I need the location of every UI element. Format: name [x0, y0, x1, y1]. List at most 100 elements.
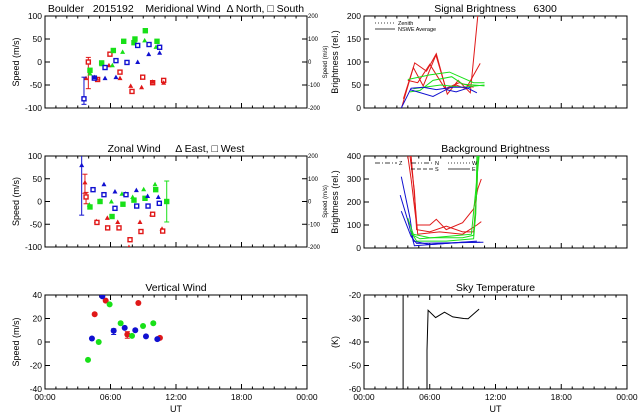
square-marker [121, 38, 127, 44]
circle-marker [132, 327, 139, 334]
triangle-marker [161, 80, 167, 85]
chart-title: Zonal Wind Δ East, □ West [108, 143, 245, 155]
series-line-red-4 [409, 156, 479, 233]
square-marker [116, 225, 122, 231]
x-tick-label: 06:00 [100, 392, 122, 402]
y-tick-label: 20 [33, 314, 43, 324]
series-line-blue-7 [409, 86, 471, 98]
triangle-marker [101, 181, 107, 187]
triangle-marker [142, 37, 148, 43]
x-tick-label: 18:00 [231, 392, 253, 402]
y2-tick-label: -100 [308, 222, 321, 228]
plot-data [400, 16, 485, 108]
x-tick-label: 18:00 [551, 392, 573, 402]
circle-marker [110, 327, 117, 334]
legend-label: Z [399, 161, 403, 167]
y-tick-label: 0 [37, 337, 42, 347]
y-tick-label: 0 [356, 103, 361, 113]
y-tick-label: 0 [356, 243, 361, 253]
y2-tick-label: 200 [308, 14, 319, 20]
plot-data [399, 156, 484, 247]
y-tick-label: -50 [349, 361, 362, 371]
chart-title: Background Brightness [441, 143, 550, 155]
y-axis-label: Brightness (rel.) [330, 170, 340, 234]
y2-tick-label: -200 [308, 245, 321, 251]
circle-marker [106, 301, 113, 308]
y-tick-label: 100 [28, 11, 42, 21]
series-line-red-1 [402, 53, 481, 99]
square-marker [113, 57, 119, 64]
series-line-green-5 [413, 84, 485, 90]
triangle-marker [152, 181, 158, 187]
triangle-marker [137, 219, 143, 224]
y-tick-label: -50 [30, 219, 43, 229]
square-marker [117, 69, 123, 75]
triangle-marker [139, 84, 145, 90]
square-marker [83, 194, 89, 200]
square-marker [123, 191, 129, 198]
y-tick-label: 50 [352, 80, 362, 90]
y-tick-label: -20 [349, 290, 362, 300]
series-line-green-3 [407, 71, 485, 84]
circle-marker [150, 320, 157, 327]
square-marker [146, 41, 152, 48]
triangle-marker [82, 179, 88, 185]
square-marker [156, 44, 163, 50]
square-marker [129, 88, 135, 95]
x-tick-label: 00:00 [353, 392, 375, 402]
circle-marker [99, 295, 106, 300]
y-tick-label: 100 [347, 220, 361, 230]
circle-marker [117, 320, 124, 327]
square-marker [131, 197, 137, 203]
square-marker [97, 198, 103, 205]
y-tick-label: 300 [347, 174, 361, 184]
triangle-marker [120, 49, 126, 54]
y-tick-label: 150 [347, 34, 361, 44]
triangle-marker [150, 79, 156, 84]
y-tick-label: 0 [37, 57, 42, 67]
triangle-marker [117, 75, 123, 81]
series-line-blue-2 [400, 211, 484, 244]
x-tick-label: 12:00 [165, 392, 187, 402]
series-line-green-8 [410, 156, 480, 240]
square-marker [133, 203, 140, 209]
y-axis-label: Speed (m/s) [11, 37, 21, 86]
y2-tick-label: 0 [308, 60, 312, 66]
triangle-marker [104, 215, 110, 220]
triangle-marker [102, 75, 108, 81]
triangle-marker [87, 71, 93, 76]
plot-data [85, 295, 163, 363]
series-line-red-5 [410, 156, 482, 235]
square-marker [110, 47, 117, 54]
x-tick-label: 12:00 [485, 392, 507, 402]
plot-data [79, 156, 170, 247]
triangle-marker [145, 193, 151, 199]
legend-label: N [435, 161, 439, 167]
y-tick-label: 100 [347, 57, 361, 67]
triangle-marker [91, 74, 97, 80]
square-marker [138, 228, 144, 235]
square-marker [142, 28, 149, 34]
y-axis-label: Speed (m/s) [11, 177, 21, 226]
y-tick-label: -40 [349, 337, 362, 347]
circle-marker [140, 323, 147, 330]
y2-axis-label: Speed (m/s) [323, 185, 329, 218]
triangle-marker [79, 162, 85, 168]
series-line-blue-6 [400, 86, 478, 108]
series-line-green-6 [407, 156, 479, 239]
y-tick-label: -50 [30, 80, 43, 90]
legend-label: Zenith [398, 21, 413, 27]
square-marker [140, 74, 146, 80]
y2-tick-label: -200 [308, 106, 321, 112]
triangle-marker [83, 75, 89, 81]
circle-marker [95, 339, 102, 345]
triangle-marker [119, 191, 125, 196]
circle-marker [135, 299, 142, 306]
square-marker [131, 39, 137, 46]
square-marker [109, 213, 115, 220]
y-tick-label: 400 [347, 151, 361, 161]
triangle-marker [146, 51, 152, 57]
triangle-marker [127, 244, 131, 247]
triangle-marker [157, 50, 163, 55]
y2-axis-label: Speed (m/s) [323, 46, 329, 79]
